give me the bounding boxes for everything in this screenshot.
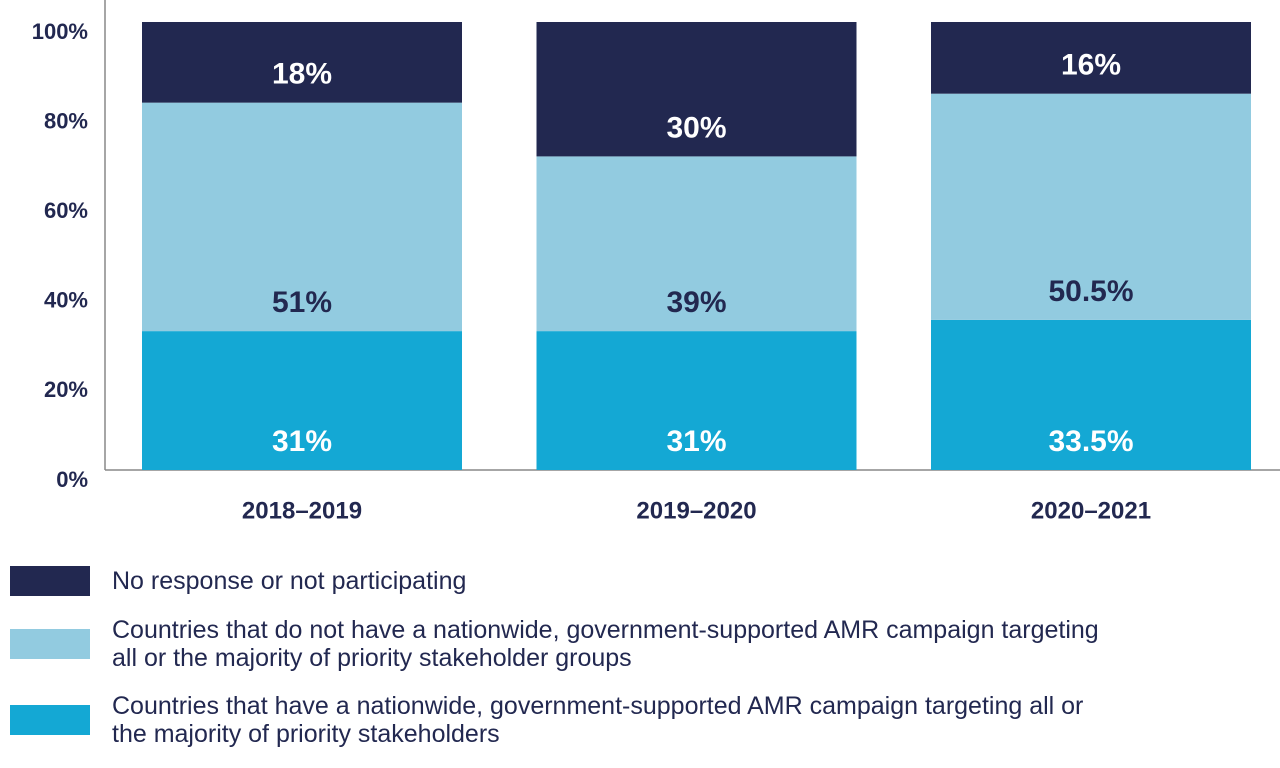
value-label: 16%	[1061, 49, 1121, 82]
y-tick-label: 80%	[44, 108, 88, 133]
legend-swatch	[10, 566, 90, 596]
legend-label: Countries that do not have a nationwide,…	[112, 616, 1099, 672]
legend-item: Countries that have a nationwide, govern…	[10, 692, 1102, 748]
legend-label: Countries that have a nationwide, govern…	[112, 692, 1084, 748]
bar-segment	[536, 331, 857, 470]
bar-segment	[931, 319, 1251, 470]
legend-item: No response or not participating	[10, 566, 1102, 596]
bar-segment	[931, 93, 1251, 320]
legend: No response or not participating Countrie…	[10, 566, 1102, 768]
y-tick-label: 100%	[32, 19, 88, 44]
legend-swatch	[10, 629, 90, 659]
bar-segment	[142, 102, 462, 332]
value-label: 39%	[666, 286, 726, 319]
value-label: 50.5%	[1048, 275, 1133, 308]
value-label: 31%	[666, 425, 726, 458]
y-tick-label: 60%	[44, 198, 88, 223]
legend-label: No response or not participating	[112, 567, 467, 595]
legend-item: Countries that do not have a nationwide,…	[10, 616, 1102, 672]
bar-segment	[536, 156, 857, 332]
chart: 0% 20% 40% 60% 80% 100% 2018–2019 31% 51% 18% 2019…	[32, 0, 1280, 524]
bar-segment	[536, 22, 857, 157]
value-label: 33.5%	[1048, 425, 1133, 458]
bar-segment	[142, 331, 462, 470]
value-label: 18%	[272, 58, 332, 91]
x-tick-label: 2018–2019	[242, 497, 362, 524]
y-tick-label: 20%	[44, 377, 88, 402]
x-tick-label: 2019–2020	[636, 497, 756, 524]
x-tick-label: 2020–2021	[1031, 497, 1151, 524]
bar-segment	[931, 22, 1251, 94]
value-label: 31%	[272, 425, 332, 458]
y-tick-label: 0%	[56, 467, 88, 492]
y-tick-label: 40%	[44, 288, 88, 313]
legend-swatch	[10, 705, 90, 735]
value-label: 30%	[666, 111, 726, 144]
value-label: 51%	[272, 286, 332, 319]
bar-segment	[142, 22, 462, 103]
